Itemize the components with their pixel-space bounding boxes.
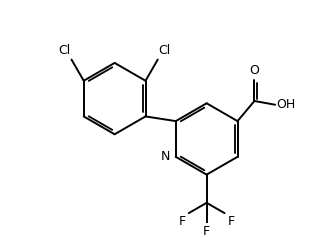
- Text: Cl: Cl: [159, 44, 171, 57]
- Text: N: N: [161, 150, 170, 163]
- Text: Cl: Cl: [58, 44, 71, 57]
- Text: F: F: [179, 215, 186, 228]
- Text: F: F: [203, 225, 210, 238]
- Text: OH: OH: [276, 98, 295, 111]
- Text: F: F: [227, 215, 234, 228]
- Text: O: O: [250, 64, 259, 77]
